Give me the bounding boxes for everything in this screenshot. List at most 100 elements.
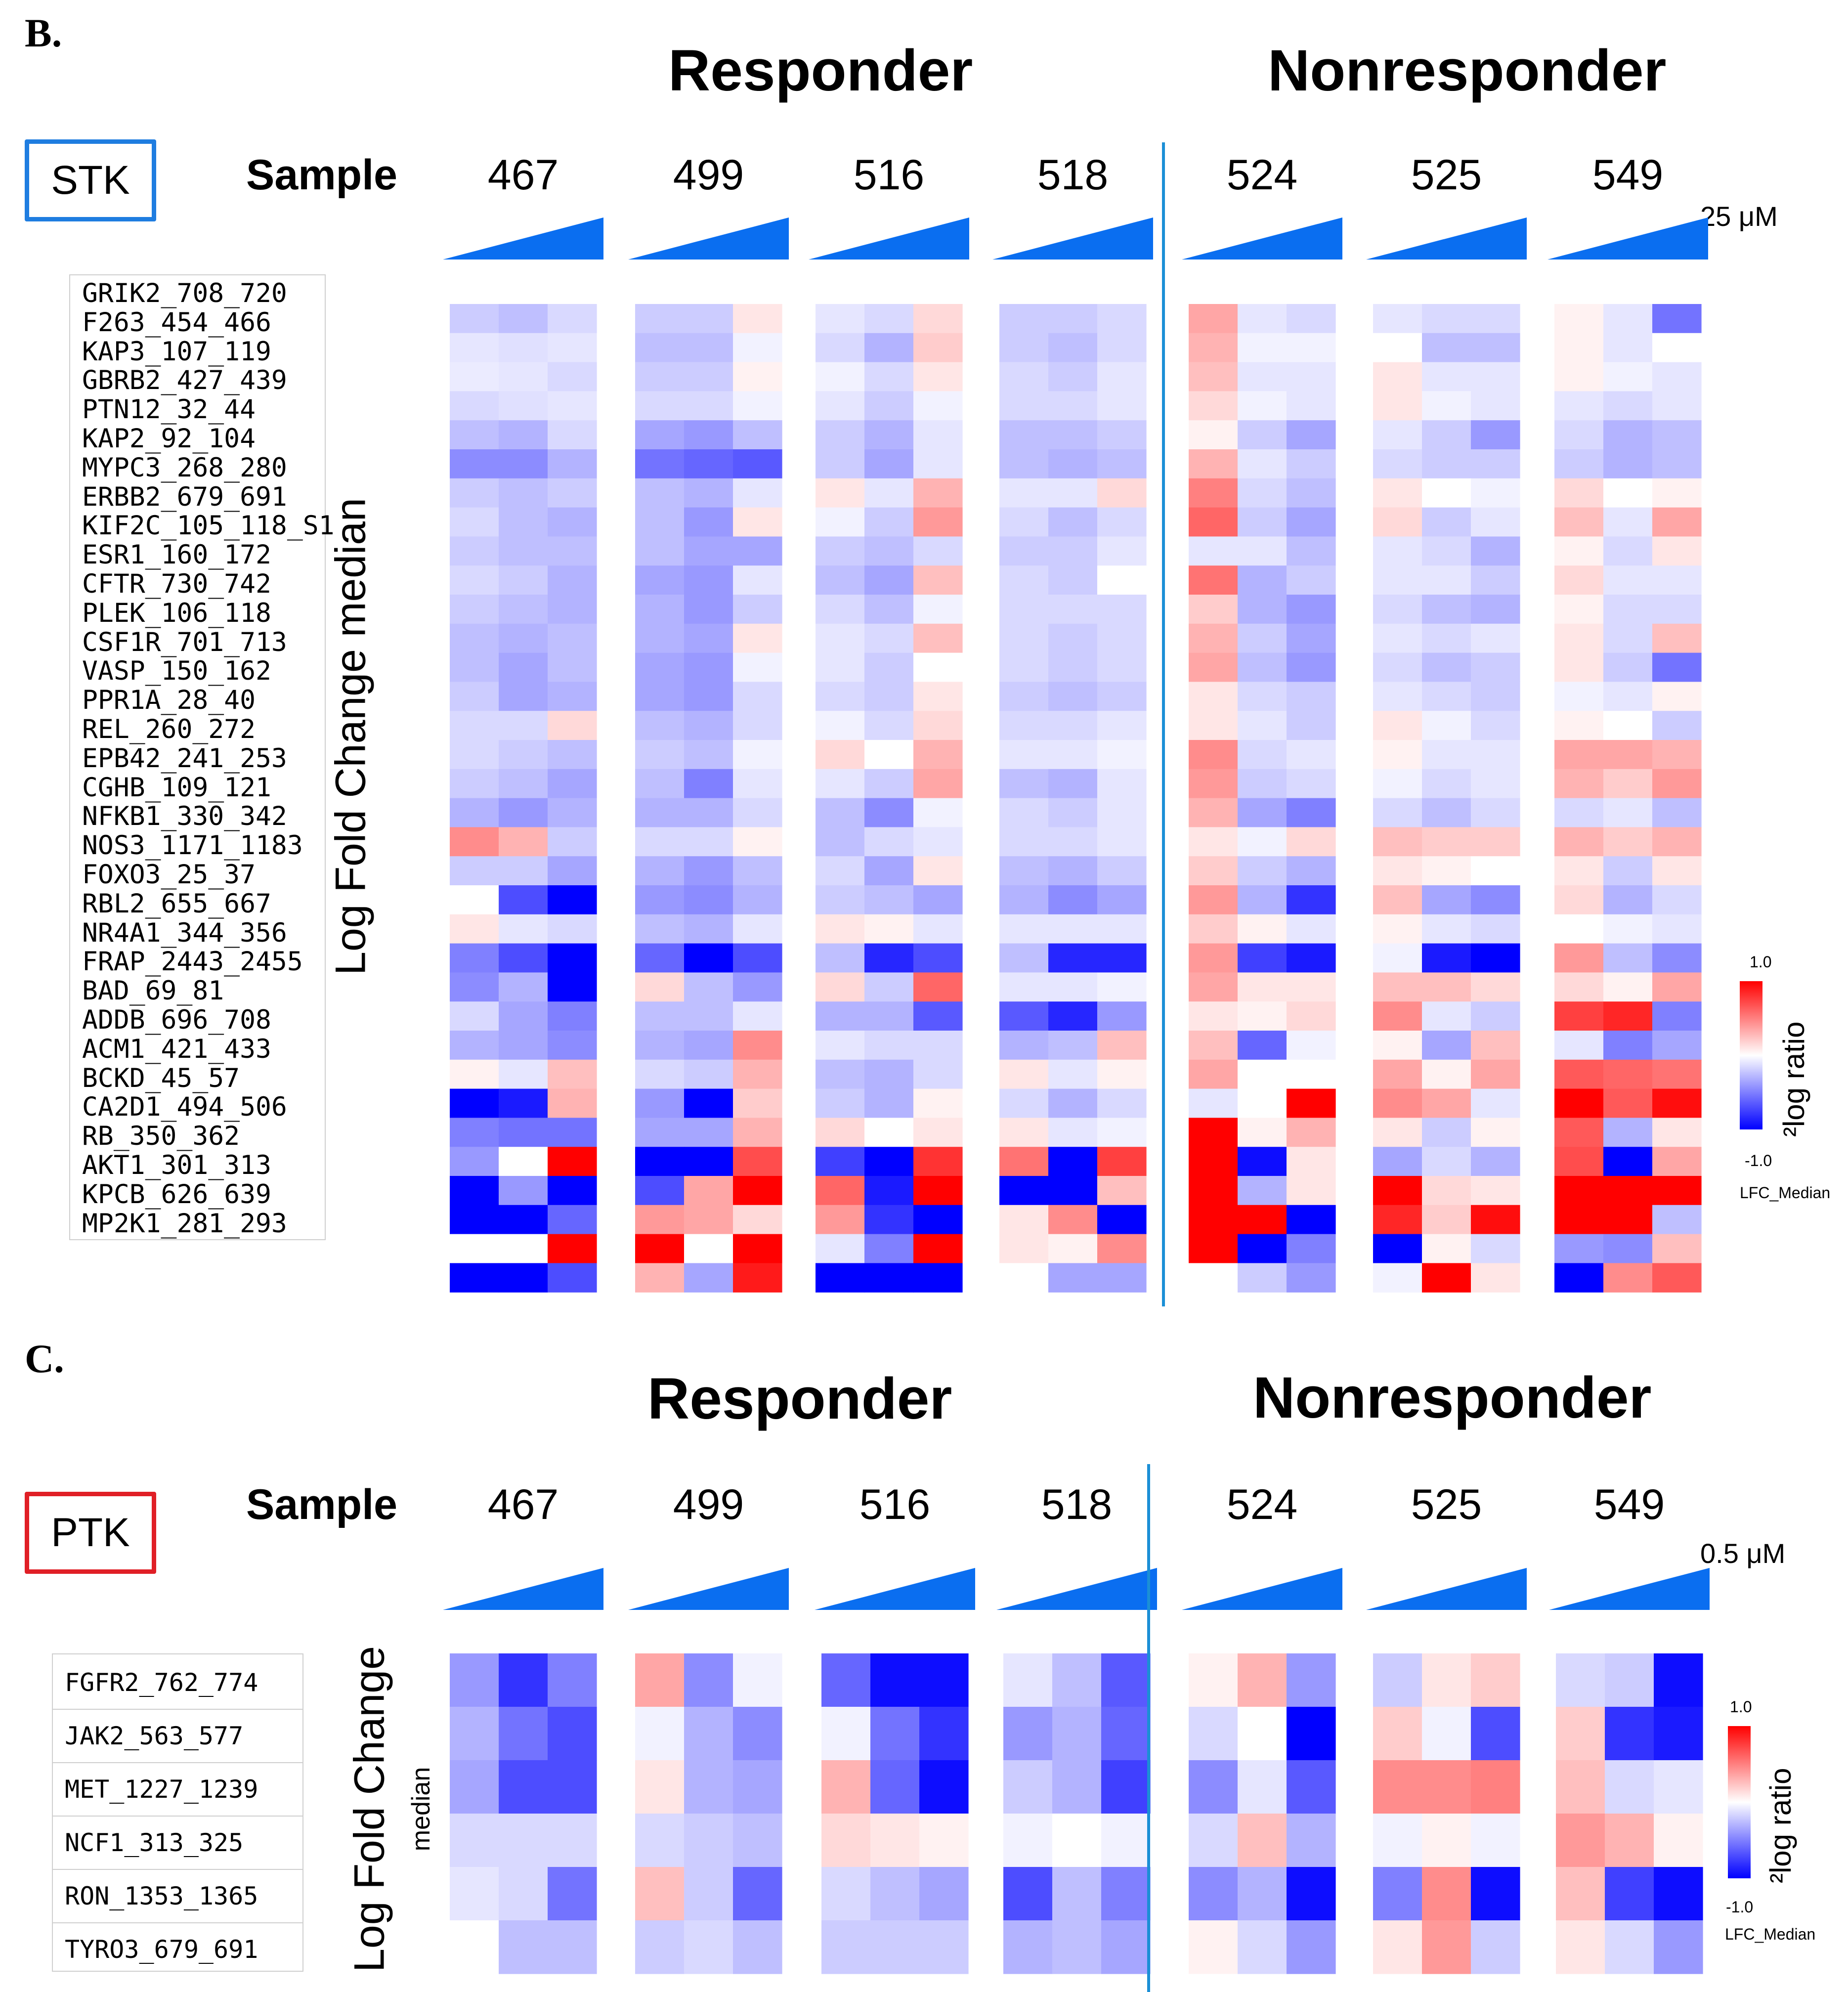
peptide-label: PLEK_106_118 bbox=[82, 598, 271, 628]
heat-cell-549-r6-d2 bbox=[1603, 449, 1653, 479]
heat-cell-549-r28-d1 bbox=[1554, 1088, 1604, 1118]
heat-cell-518-r28-d2 bbox=[1048, 1088, 1098, 1118]
heat-cell-467-r1-d3 bbox=[548, 304, 597, 334]
heat-cell-467-r13-d3 bbox=[548, 652, 597, 682]
heat-cell-549-r3-d2 bbox=[1603, 362, 1653, 391]
heat-cell-549-r17-d1 bbox=[1554, 769, 1604, 799]
heat-cell-549-r29-d2 bbox=[1603, 1118, 1653, 1147]
heat-cell-516-r20-d2 bbox=[864, 856, 914, 886]
heat-cell-499-r30-d3 bbox=[733, 1147, 782, 1176]
heat-cell-516-r13-d1 bbox=[816, 652, 865, 682]
heat-cell-499-r11-d2 bbox=[684, 595, 733, 624]
heat-cell-518-r6-d3 bbox=[1097, 449, 1147, 479]
heat-cell-516-r1-d2 bbox=[870, 1653, 920, 1707]
heat-cell-518-r31-d1 bbox=[999, 1176, 1049, 1206]
heat-cell-467-r7-d3 bbox=[548, 478, 597, 508]
heat-cell-518-r34-d1 bbox=[999, 1263, 1049, 1293]
peptide-label: BCKD_45_57 bbox=[82, 1063, 240, 1093]
heat-cell-518-r15-d2 bbox=[1048, 711, 1098, 740]
heat-cell-467-r25-d3 bbox=[548, 1001, 597, 1031]
heat-cell-525-r29-d3 bbox=[1471, 1118, 1520, 1147]
peptide-label: AKT1_301_313 bbox=[82, 1150, 271, 1180]
heat-cell-499-r15-d1 bbox=[635, 711, 685, 740]
heat-cell-467-r2-d3 bbox=[548, 1707, 597, 1761]
heat-cell-549-r24-d3 bbox=[1652, 972, 1702, 1002]
heat-cell-499-r12-d3 bbox=[733, 623, 782, 653]
heat-cell-525-r13-d3 bbox=[1471, 652, 1520, 682]
heat-cell-549-r3-d3 bbox=[1652, 362, 1702, 391]
heat-cell-525-r28-d1 bbox=[1373, 1088, 1422, 1118]
heat-cell-499-r34-d2 bbox=[684, 1263, 733, 1293]
heat-cell-518-r14-d1 bbox=[999, 682, 1049, 711]
heat-cell-549-r5-d2 bbox=[1603, 420, 1653, 450]
peptide-label: F263_454_466 bbox=[82, 307, 271, 338]
heat-cell-467-r4-d2 bbox=[499, 1814, 548, 1867]
heat-cell-524-r32-d1 bbox=[1189, 1205, 1238, 1235]
heat-cell-549-r20-d1 bbox=[1554, 856, 1604, 886]
heat-cell-549-r32-d1 bbox=[1554, 1205, 1604, 1235]
heat-cell-525-r27-d3 bbox=[1471, 1059, 1520, 1089]
dose-triangle-549 bbox=[1549, 1568, 1710, 1610]
heat-cell-516-r4-d3 bbox=[913, 391, 963, 421]
heat-cell-549-r16-d1 bbox=[1554, 740, 1604, 770]
heat-cell-516-r28-d3 bbox=[913, 1088, 963, 1118]
heat-cell-499-r34-d3 bbox=[733, 1263, 782, 1293]
heat-cell-525-r23-d3 bbox=[1471, 943, 1520, 973]
heat-cell-525-r24-d3 bbox=[1471, 972, 1520, 1002]
heat-cell-524-r11-d1 bbox=[1189, 595, 1238, 624]
heat-cell-525-r20-d1 bbox=[1373, 856, 1422, 886]
heat-cell-525-r20-d3 bbox=[1471, 856, 1520, 886]
heat-cell-516-r31-d3 bbox=[913, 1176, 963, 1206]
heat-cell-518-r2-d3 bbox=[1101, 1707, 1151, 1761]
heat-cell-516-r5-d2 bbox=[870, 1867, 920, 1921]
heat-cell-499-r32-d3 bbox=[733, 1205, 782, 1235]
peptide-label: EPB42_241_253 bbox=[82, 743, 287, 774]
heat-cell-516-r4-d2 bbox=[870, 1814, 920, 1867]
heat-cell-499-r32-d1 bbox=[635, 1205, 685, 1235]
heat-cell-525-r20-d2 bbox=[1422, 856, 1471, 886]
heat-cell-549-r12-d1 bbox=[1554, 623, 1604, 653]
heat-cell-499-r14-d1 bbox=[635, 682, 685, 711]
heat-cell-525-r1-d3 bbox=[1471, 1653, 1520, 1707]
heat-cell-467-r3-d1 bbox=[450, 362, 499, 391]
heat-cell-499-r28-d2 bbox=[684, 1088, 733, 1118]
heat-cell-467-r31-d3 bbox=[548, 1176, 597, 1206]
heat-cell-467-r7-d2 bbox=[499, 478, 548, 508]
heat-cell-525-r27-d1 bbox=[1373, 1059, 1422, 1089]
heat-cell-467-r33-d3 bbox=[548, 1234, 597, 1263]
heat-cell-499-r14-d3 bbox=[733, 682, 782, 711]
heat-cell-518-r2-d2 bbox=[1048, 333, 1098, 363]
heat-cell-467-r24-d1 bbox=[450, 972, 499, 1002]
heat-cell-516-r1-d3 bbox=[919, 1653, 969, 1707]
sample-number-467: 467 bbox=[487, 151, 559, 199]
heat-cell-518-r4-d2 bbox=[1052, 1814, 1102, 1867]
heat-cell-549-r4-d3 bbox=[1652, 391, 1702, 421]
heat-cell-518-r30-d1 bbox=[999, 1147, 1049, 1176]
heat-cell-499-r5-d1 bbox=[635, 420, 685, 450]
heat-cell-499-r25-d1 bbox=[635, 1001, 685, 1031]
panel-b-legend-max: 1.0 bbox=[1750, 953, 1772, 971]
heat-cell-549-r16-d2 bbox=[1603, 740, 1653, 770]
heat-cell-516-r5-d1 bbox=[821, 1867, 871, 1921]
heat-cell-518-r26-d3 bbox=[1097, 1031, 1147, 1060]
heat-cell-467-r32-d2 bbox=[499, 1205, 548, 1235]
heat-cell-467-r1-d1 bbox=[450, 1653, 499, 1707]
sample-number-499: 499 bbox=[673, 151, 744, 199]
heat-cell-524-r6-d2 bbox=[1238, 449, 1287, 479]
heat-cell-525-r9-d1 bbox=[1373, 536, 1422, 566]
heat-cell-518-r10-d1 bbox=[999, 565, 1049, 595]
heat-cell-524-r33-d1 bbox=[1189, 1234, 1238, 1263]
heat-cell-524-r3-d3 bbox=[1287, 362, 1336, 391]
sample-number-549: 549 bbox=[1592, 151, 1664, 199]
heat-cell-499-r1-d1 bbox=[635, 1653, 685, 1707]
heat-cell-524-r19-d1 bbox=[1189, 827, 1238, 857]
heat-cell-549-r34-d1 bbox=[1554, 1263, 1604, 1293]
heat-cell-516-r14-d2 bbox=[864, 682, 914, 711]
heat-cell-518-r23-d3 bbox=[1097, 943, 1147, 973]
heat-cell-549-r30-d3 bbox=[1652, 1147, 1702, 1176]
heat-cell-518-r1-d3 bbox=[1101, 1653, 1151, 1707]
heat-cell-549-r27-d1 bbox=[1554, 1059, 1604, 1089]
peptide-label: MYPC3_268_280 bbox=[82, 452, 287, 483]
heat-cell-525-r34-d1 bbox=[1373, 1263, 1422, 1293]
heat-cell-524-r30-d3 bbox=[1287, 1147, 1336, 1176]
